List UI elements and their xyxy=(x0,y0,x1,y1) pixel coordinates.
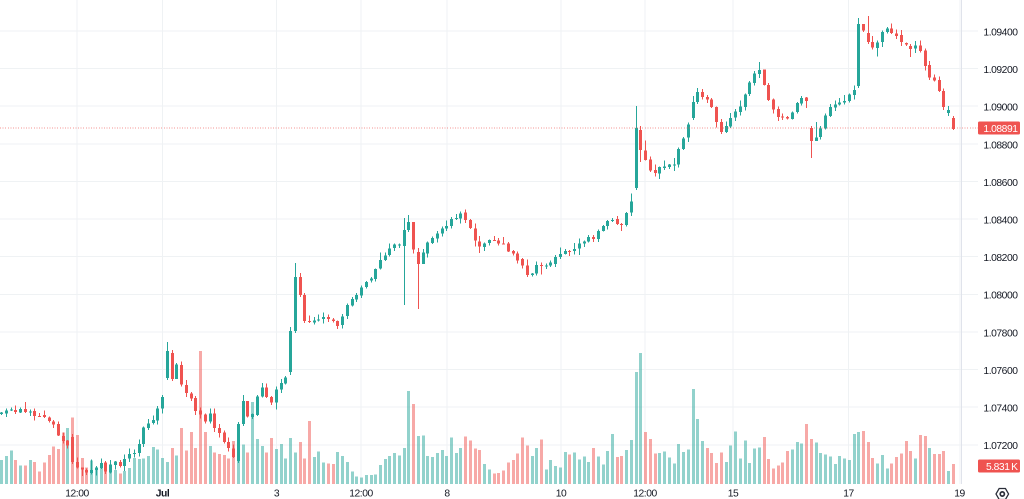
svg-text:17: 17 xyxy=(843,489,854,499)
svg-text:3: 3 xyxy=(274,489,280,499)
svg-text:1.08891: 1.08891 xyxy=(983,124,1018,135)
svg-text:12:00: 12:00 xyxy=(633,489,657,499)
svg-text:12:00: 12:00 xyxy=(349,489,373,499)
svg-text:1.09000: 1.09000 xyxy=(983,103,1018,114)
svg-text:12:00: 12:00 xyxy=(65,489,89,499)
svg-text:1.09200: 1.09200 xyxy=(983,65,1018,76)
svg-text:Jul: Jul xyxy=(156,489,170,499)
svg-text:1.08000: 1.08000 xyxy=(983,291,1018,302)
svg-text:1.08600: 1.08600 xyxy=(983,178,1018,189)
svg-text:1.09400: 1.09400 xyxy=(983,27,1018,38)
svg-text:1.07400: 1.07400 xyxy=(983,404,1018,415)
svg-text:8: 8 xyxy=(444,489,450,499)
svg-text:5.831 K: 5.831 K xyxy=(986,462,1018,473)
svg-text:1.07200: 1.07200 xyxy=(983,441,1018,452)
svg-text:15: 15 xyxy=(728,489,739,499)
svg-text:1.07600: 1.07600 xyxy=(983,366,1018,377)
svg-text:1.08200: 1.08200 xyxy=(983,253,1018,264)
svg-text:1.08800: 1.08800 xyxy=(983,140,1018,151)
svg-text:10: 10 xyxy=(556,489,567,499)
svg-text:1.08400: 1.08400 xyxy=(983,216,1018,227)
svg-text:19: 19 xyxy=(954,489,965,499)
svg-text:1.07800: 1.07800 xyxy=(983,328,1018,339)
